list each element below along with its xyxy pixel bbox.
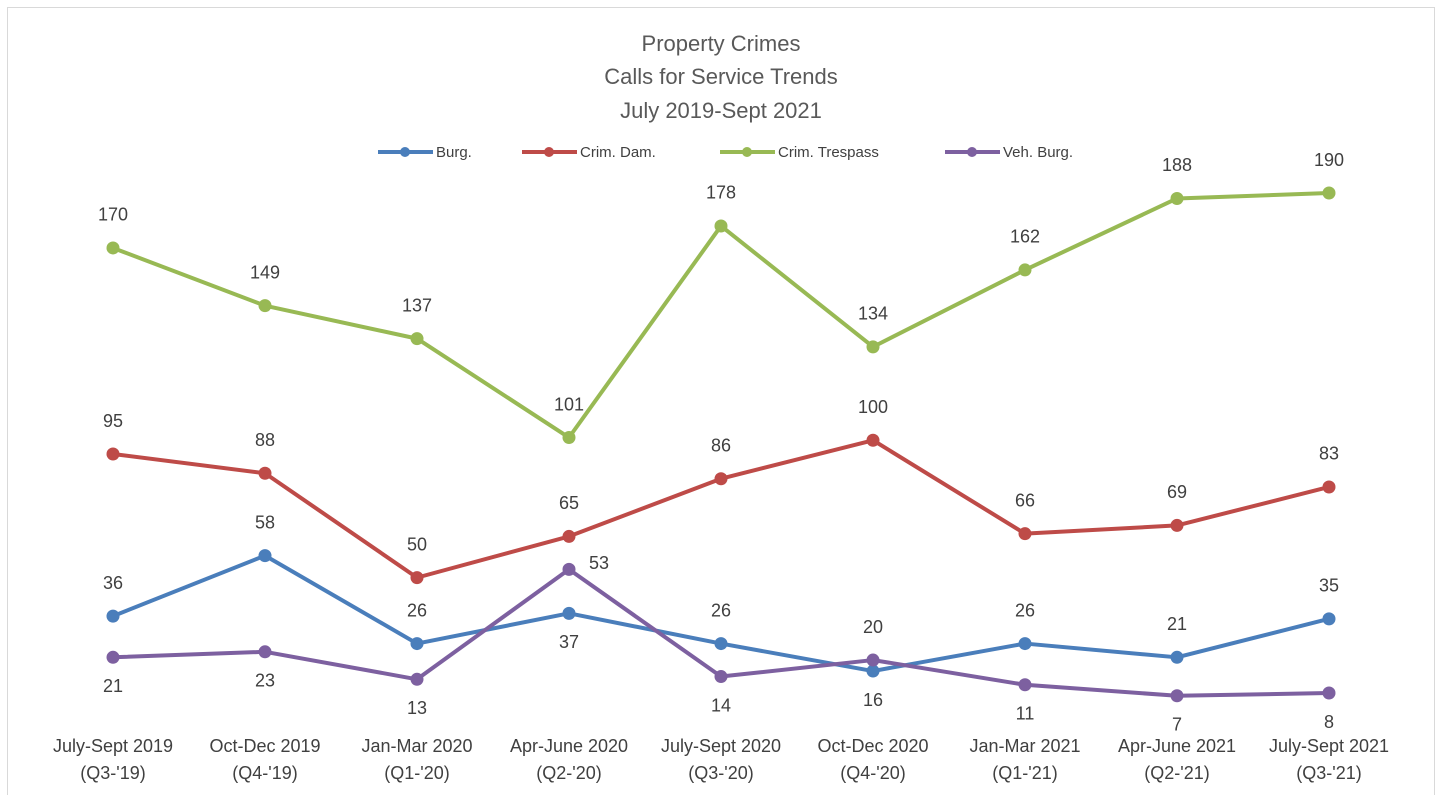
x-tick-label: July-Sept 2019 (Q3-'19)	[53, 736, 173, 783]
legend-marker	[400, 147, 410, 157]
data-label: 65	[559, 493, 579, 513]
data-point	[258, 645, 272, 659]
data-point	[1322, 686, 1336, 700]
data-label: 37	[559, 632, 579, 652]
data-label: 100	[858, 397, 888, 417]
data-point	[866, 664, 880, 678]
x-tick-label: Jan-Mar 2021 (Q1-'21)	[969, 736, 1080, 783]
data-label: 26	[1015, 600, 1035, 620]
data-label: 53	[589, 553, 609, 573]
legend-marker	[742, 147, 752, 157]
data-point	[410, 332, 424, 346]
chart-title: Calls for Service Trends	[604, 64, 838, 89]
data-label: 134	[858, 304, 888, 324]
data-point	[714, 637, 728, 651]
data-point	[106, 650, 120, 664]
data-point	[410, 637, 424, 651]
data-label: 13	[407, 698, 427, 718]
x-tick-label: Apr-June 2021 (Q2-'21)	[1118, 736, 1236, 783]
data-point	[562, 529, 576, 543]
data-point	[1322, 612, 1336, 626]
legend-label: Burg.	[436, 144, 472, 161]
data-point	[1322, 480, 1336, 494]
legend-label: Crim. Dam.	[580, 144, 656, 161]
data-label: 21	[103, 676, 123, 696]
data-label: 188	[1162, 155, 1192, 175]
data-point	[1170, 650, 1184, 664]
data-point	[714, 472, 728, 486]
data-label: 95	[103, 411, 123, 431]
data-label: 162	[1010, 227, 1040, 247]
x-tick-label: Jan-Mar 2020 (Q1-'20)	[361, 736, 472, 783]
legend-label: Veh. Burg.	[1003, 144, 1073, 161]
data-point	[562, 606, 576, 620]
legend-marker	[544, 147, 554, 157]
data-label: 58	[255, 512, 275, 532]
data-label: 26	[711, 600, 731, 620]
data-point	[258, 549, 272, 563]
data-label: 69	[1167, 482, 1187, 502]
data-label: 86	[711, 435, 731, 455]
data-point	[258, 299, 272, 313]
chart-border	[7, 7, 1435, 800]
data-point	[1170, 518, 1184, 532]
x-tick-label: Apr-June 2020 (Q2-'20)	[510, 736, 628, 783]
data-point	[866, 433, 880, 447]
data-point	[562, 562, 576, 576]
data-label: 149	[250, 262, 280, 282]
data-label: 16	[863, 690, 883, 710]
data-point	[410, 672, 424, 686]
data-label: 20	[863, 617, 883, 637]
data-label: 11	[1016, 704, 1035, 724]
x-tick-label: July-Sept 2020 (Q3-'20)	[661, 736, 781, 783]
data-point	[106, 241, 120, 255]
chart-title: July 2019-Sept 2021	[620, 98, 822, 123]
data-point	[106, 609, 120, 623]
data-point	[1018, 263, 1032, 277]
data-point	[866, 653, 880, 667]
data-point	[1018, 678, 1032, 692]
data-point	[562, 431, 576, 445]
data-point	[258, 466, 272, 480]
data-point	[866, 340, 880, 354]
data-label: 36	[103, 573, 123, 593]
data-label: 21	[1167, 614, 1187, 634]
data-label: 190	[1314, 150, 1344, 170]
data-label: 66	[1015, 490, 1035, 510]
data-label: 23	[255, 671, 275, 691]
x-tick-label: Oct-Dec 2020 (Q4-'20)	[817, 736, 928, 783]
data-label: 8	[1324, 712, 1334, 732]
data-label: 14	[711, 695, 731, 715]
data-label: 178	[706, 183, 736, 203]
data-point	[106, 447, 120, 461]
data-label: 101	[554, 394, 584, 414]
data-point	[1170, 191, 1184, 205]
data-point	[1018, 527, 1032, 541]
legend-marker	[967, 147, 977, 157]
data-point	[714, 219, 728, 233]
data-label: 88	[255, 430, 275, 450]
x-tick-label: July-Sept 2021 (Q3-'21)	[1269, 736, 1389, 783]
x-tick-label: Oct-Dec 2019 (Q4-'19)	[209, 736, 320, 783]
data-label: 26	[407, 600, 427, 620]
data-label: 7	[1172, 715, 1182, 735]
data-label: 50	[407, 534, 427, 554]
data-point	[410, 571, 424, 585]
data-label: 35	[1319, 576, 1339, 596]
data-point	[714, 670, 728, 684]
data-label: 170	[98, 205, 128, 225]
data-point	[1322, 186, 1336, 200]
legend-label: Crim. Trespass	[778, 144, 879, 161]
data-point	[1170, 689, 1184, 703]
chart-title: Property Crimes	[642, 31, 801, 56]
data-label: 83	[1319, 444, 1339, 464]
data-label: 137	[402, 295, 432, 315]
data-point	[1018, 637, 1032, 651]
